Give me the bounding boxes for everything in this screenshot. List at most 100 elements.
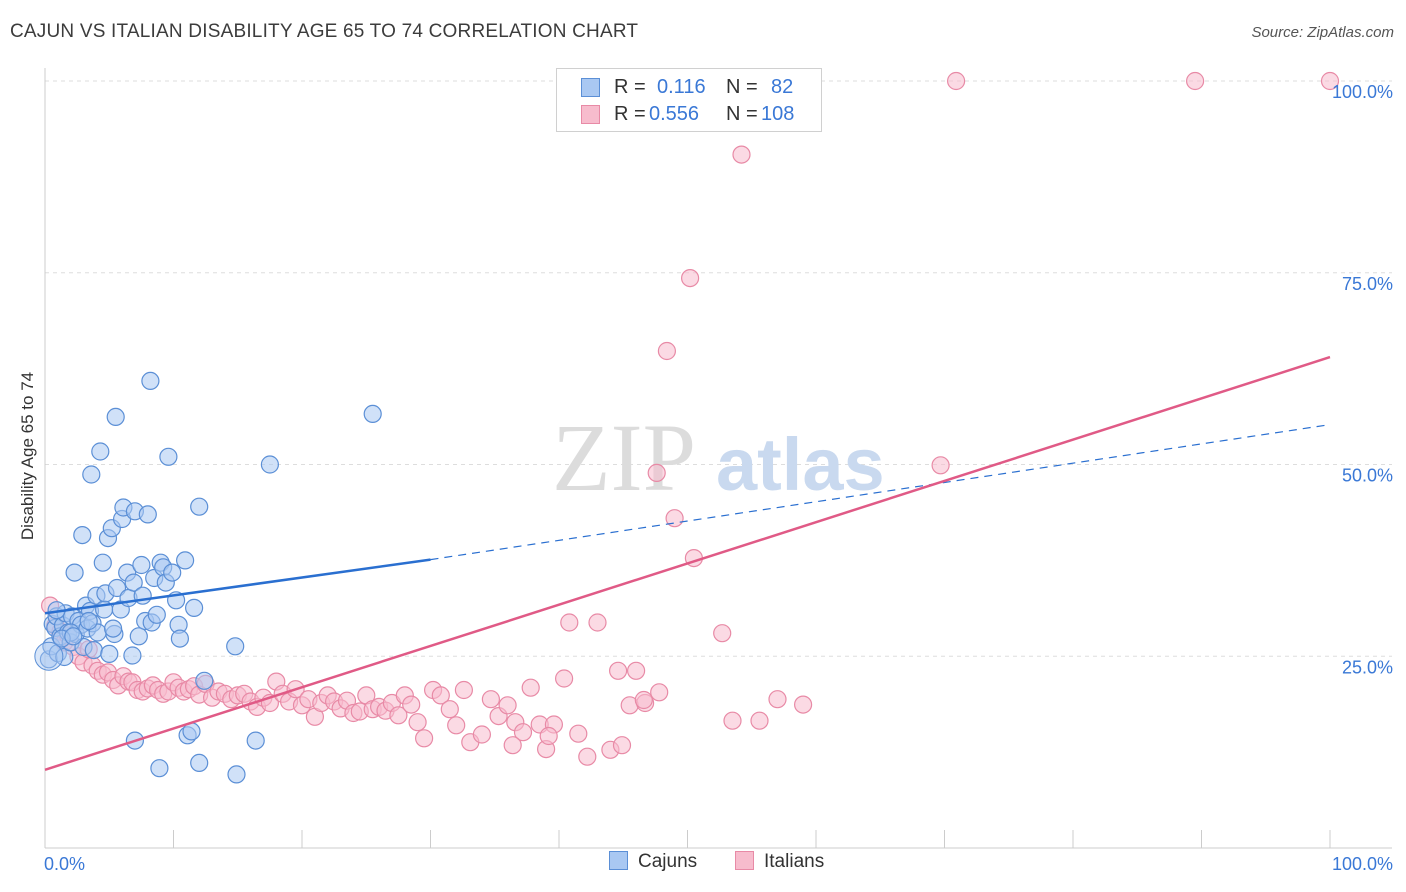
italian-point <box>440 700 459 719</box>
y-tick-label: 25.0% <box>1342 657 1393 677</box>
italian-point <box>1185 71 1205 91</box>
italian-point <box>447 716 466 735</box>
cajun-point <box>190 753 209 773</box>
cajun-point <box>170 629 189 648</box>
cajun-point <box>176 551 195 570</box>
r-value: 0.116 <box>657 76 706 98</box>
italian-point <box>498 696 517 715</box>
italian-point <box>647 463 666 482</box>
x-tick-label: 100.0% <box>1332 854 1393 874</box>
italian-point <box>588 613 607 632</box>
italian-point <box>569 724 588 743</box>
grid-layer <box>45 80 1392 657</box>
cajun-point <box>226 637 245 656</box>
trend-layer <box>44 355 1331 771</box>
y-tick-label: 75.0% <box>1342 274 1393 294</box>
chart-title: CAJUN VS ITALIAN DISABILITY AGE 65 TO 74… <box>10 21 639 42</box>
italian-swatch <box>581 105 600 124</box>
italian-point <box>750 711 769 730</box>
bottom-legend-italians: Italians <box>735 851 824 873</box>
cajun-point <box>246 731 265 750</box>
source-label: Source: ZipAtlas.com <box>1251 24 1394 41</box>
axes-layer <box>44 68 1392 849</box>
cajun-point <box>185 598 204 618</box>
italian-point <box>560 613 579 632</box>
labels-layer: 25.0% 50.0% 75.0% 100.0% 0.0% 100.0% Disabilit… <box>18 82 1393 874</box>
italian-point <box>768 690 787 709</box>
cajun-point <box>84 640 103 660</box>
r-label: R = <box>614 76 646 98</box>
y-tick-label: 100.0% <box>1332 82 1393 102</box>
cajun-point <box>150 759 169 778</box>
italian-point <box>578 747 597 766</box>
italian-point <box>634 690 653 710</box>
cajun-point <box>123 646 142 665</box>
n-value: 82 <box>771 76 794 98</box>
italian-point <box>713 624 732 643</box>
bottom-legend-cajuns: Cajuns <box>609 851 697 873</box>
italian-point <box>408 713 427 732</box>
n-label: N = <box>726 103 758 125</box>
cajun-swatch <box>581 78 600 97</box>
cajun-trend-extension <box>430 424 1331 561</box>
watermark-zip: ZIP <box>552 404 696 511</box>
cajun-point <box>65 563 84 582</box>
watermark-atlas: atlas <box>716 423 885 506</box>
legend-row-cajuns: R = 0.116 N = 82 <box>557 73 821 99</box>
italian-point <box>521 678 540 697</box>
cajun-point <box>132 555 151 575</box>
n-label: N = <box>726 76 758 98</box>
italian-point <box>723 711 742 730</box>
italian-point <box>454 680 473 700</box>
italian-point <box>931 456 950 475</box>
n-value: 108 <box>761 103 795 125</box>
cajun-point <box>147 605 166 624</box>
r-value: 0.556 <box>649 103 700 125</box>
italian-point <box>1320 71 1340 91</box>
cajun-point <box>260 455 279 474</box>
italian-point <box>472 725 491 744</box>
italian-point <box>431 686 450 705</box>
y-axis-label: Disability Age 65 to 74 <box>18 372 37 540</box>
italian-trend-line <box>44 355 1331 771</box>
italian-point <box>481 690 500 709</box>
x-tick-label: 0.0% <box>44 854 85 874</box>
italian-point <box>513 723 533 742</box>
italian-point <box>650 683 669 702</box>
italian-point <box>626 661 646 680</box>
cajun-point <box>138 505 157 524</box>
cajun-point <box>93 553 112 572</box>
italian-point <box>389 706 408 725</box>
cajun-point <box>159 447 178 466</box>
italian-point <box>680 269 700 288</box>
italian-point <box>415 729 434 748</box>
cajun-point <box>129 627 148 646</box>
cajun-point <box>34 641 64 671</box>
italian-point <box>608 661 628 680</box>
cajun-trend-line <box>44 558 431 615</box>
watermark: ZIP atlas <box>552 404 885 511</box>
cajun-point <box>100 644 119 664</box>
italian-point <box>554 669 574 688</box>
italian-point <box>539 726 558 746</box>
cajun-point <box>106 407 125 426</box>
stats-legend: R = 0.116 N = 82 R = 0.556 N = 108 <box>556 68 822 132</box>
italian-point <box>503 736 522 755</box>
cajun-point <box>107 578 127 598</box>
italian-point <box>665 509 684 528</box>
cajun-point <box>124 573 143 592</box>
italian-point <box>612 736 632 755</box>
cajun-point <box>163 563 182 582</box>
cajun-point <box>79 611 98 631</box>
y-tick-label: 50.0% <box>1342 466 1393 486</box>
cajun-legend-label: Cajuns <box>638 851 698 872</box>
r-label: R = <box>614 103 646 125</box>
cajun-point <box>73 525 92 545</box>
cajun-point <box>64 627 83 646</box>
cajun-point <box>91 442 110 461</box>
cajun-point <box>190 497 209 516</box>
cajun-point <box>363 404 382 423</box>
cajun-point <box>103 619 123 638</box>
italian-point <box>946 71 966 91</box>
